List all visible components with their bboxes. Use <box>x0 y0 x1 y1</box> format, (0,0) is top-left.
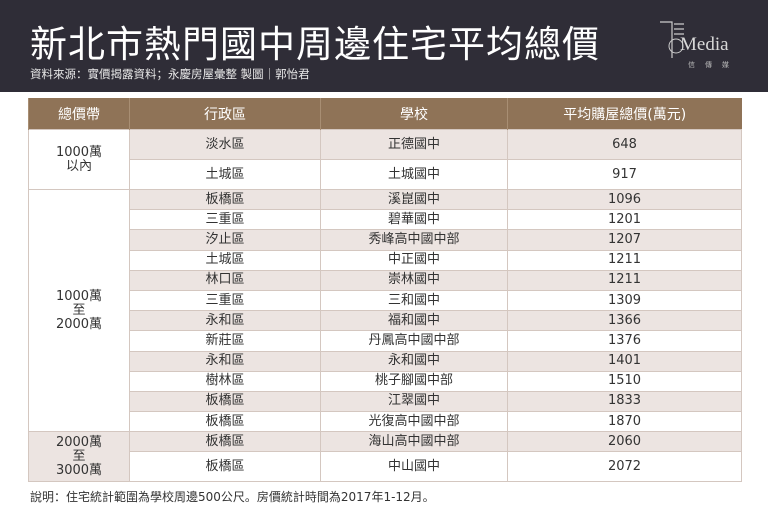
district-cell: 林口區 <box>129 269 321 291</box>
school-cell: 海山高中國中部 <box>320 431 508 453</box>
district-cell: 板橋區 <box>129 390 321 413</box>
school-cell: 永和國中 <box>320 350 508 372</box>
price-band-cell: 1000萬 以內 <box>28 129 130 190</box>
school-cell: 土城國中 <box>320 159 508 190</box>
footnote: 說明：住宅統計範圍為學校周邊500公尺。房價統計時間為2017年1-12月。 <box>30 490 435 504</box>
district-cell: 板橋區 <box>129 431 321 453</box>
district-cell: 土城區 <box>129 159 321 190</box>
school-cell: 中山國中 <box>320 451 508 483</box>
price-cell: 1207 <box>507 229 742 251</box>
table-row: 三重區 碧華國中 1201 <box>29 209 742 231</box>
district-cell: 新莊區 <box>129 330 321 352</box>
school-cell: 崇林國中 <box>320 269 508 291</box>
price-cell: 1366 <box>507 310 742 332</box>
price-cell: 1401 <box>507 350 742 372</box>
price-cell: 1096 <box>507 188 742 211</box>
price-cell: 1211 <box>507 249 742 271</box>
table-row: 1000萬 以內 淡水區 正德國中 648 <box>28 129 742 190</box>
price-cell: 1870 <box>507 411 742 433</box>
table-row: 新莊區 丹鳳高中國中部 1376 <box>29 330 742 352</box>
logo-subtext: 信傳媒 <box>688 61 739 69</box>
school-cell: 桃子腳國中部 <box>320 370 508 392</box>
district-cell: 三重區 <box>129 209 321 231</box>
school-cell: 秀峰高中國中部 <box>320 229 508 251</box>
school-cell: 光復高中國中部 <box>320 411 508 433</box>
school-cell: 丹鳳高中國中部 <box>320 330 508 352</box>
school-cell: 中正國中 <box>320 249 508 271</box>
school-cell: 溪崑國中 <box>320 188 508 211</box>
district-cell: 板橋區 <box>129 188 321 211</box>
district-cell: 板橋區 <box>129 411 321 433</box>
price-cell: 1376 <box>507 330 742 352</box>
table-row: 汐止區 秀峰高中國中部 1207 <box>29 229 742 251</box>
table-row: 永和區 福和國中 1366 <box>29 310 742 332</box>
price-cell: 2072 <box>507 451 742 483</box>
col-header-band: 總價帶 <box>28 98 130 130</box>
table-row: 樹林區 桃子腳國中部 1510 <box>29 370 742 392</box>
price-cell: 1201 <box>507 209 742 231</box>
price-cell: 1211 <box>507 269 742 291</box>
table-row: 林口區 崇林國中 1211 <box>29 269 742 291</box>
table-row: 2000萬 至 3000萬 板橋區 海山高中國中部 2060 <box>28 431 742 483</box>
table-row: 1000萬 至 2000萬 板橋區 溪崑國中 1096 <box>28 188 742 433</box>
school-cell: 正德國中 <box>320 129 508 160</box>
table-row: 板橋區 江翠國中 1833 <box>29 390 742 413</box>
logo-mark-icon <box>660 21 684 58</box>
price-cell: 917 <box>507 159 742 190</box>
price-band-cell: 1000萬 至 2000萬 <box>28 188 130 433</box>
district-cell: 淡水區 <box>129 129 321 160</box>
price-cell: 1510 <box>507 370 742 392</box>
price-table: 總價帶 行政區 學校 平均購屋總價(萬元) 1000萬 以內 淡水區 正德國中 648… <box>28 98 742 483</box>
table-row: 板橋區 光復高中國中部 1870 <box>29 411 742 433</box>
district-cell: 三重區 <box>129 289 321 312</box>
price-band-cell: 2000萬 至 3000萬 <box>28 431 130 483</box>
logo-text: Media <box>680 34 729 55</box>
price-cell: 2060 <box>507 431 742 453</box>
table-row: 永和區 永和國中 1401 <box>29 350 742 372</box>
price-cell: 648 <box>507 129 742 160</box>
media-logo: Media 信傳媒 <box>658 20 758 70</box>
district-cell: 汐止區 <box>129 229 321 251</box>
page-title: 新北市熱門國中周邊住宅平均總價 <box>30 23 600 66</box>
table-row: 板橋區 中山國中 2072 <box>29 451 742 483</box>
table-row: 土城區 中正國中 1211 <box>29 249 742 271</box>
price-cell: 1309 <box>507 289 742 312</box>
district-cell: 永和區 <box>129 350 321 372</box>
header-banner: 新北市熱門國中周邊住宅平均總價 資料來源：實價揭露資料；永慶房屋彙整 製圖｜郭怡… <box>0 0 768 92</box>
district-cell: 土城區 <box>129 249 321 271</box>
school-cell: 福和國中 <box>320 310 508 332</box>
district-cell: 永和區 <box>129 310 321 332</box>
table-row: 三重區 三和國中 1309 <box>29 289 742 312</box>
school-cell: 江翠國中 <box>320 390 508 413</box>
district-cell: 板橋區 <box>129 451 321 483</box>
school-cell: 三和國中 <box>320 289 508 312</box>
school-cell: 碧華國中 <box>320 209 508 231</box>
table-row: 土城區 土城國中 917 <box>29 159 742 190</box>
district-cell: 樹林區 <box>129 370 321 392</box>
col-header-school: 學校 <box>320 98 508 130</box>
source-credit: 資料來源：實價揭露資料；永慶房屋彙整 製圖｜郭怡君 <box>30 67 310 81</box>
col-header-district: 行政區 <box>129 98 321 130</box>
table-header-row: 總價帶 行政區 學校 平均購屋總價(萬元) <box>28 98 742 130</box>
col-header-price: 平均購屋總價(萬元) <box>507 98 742 130</box>
price-cell: 1833 <box>507 390 742 413</box>
